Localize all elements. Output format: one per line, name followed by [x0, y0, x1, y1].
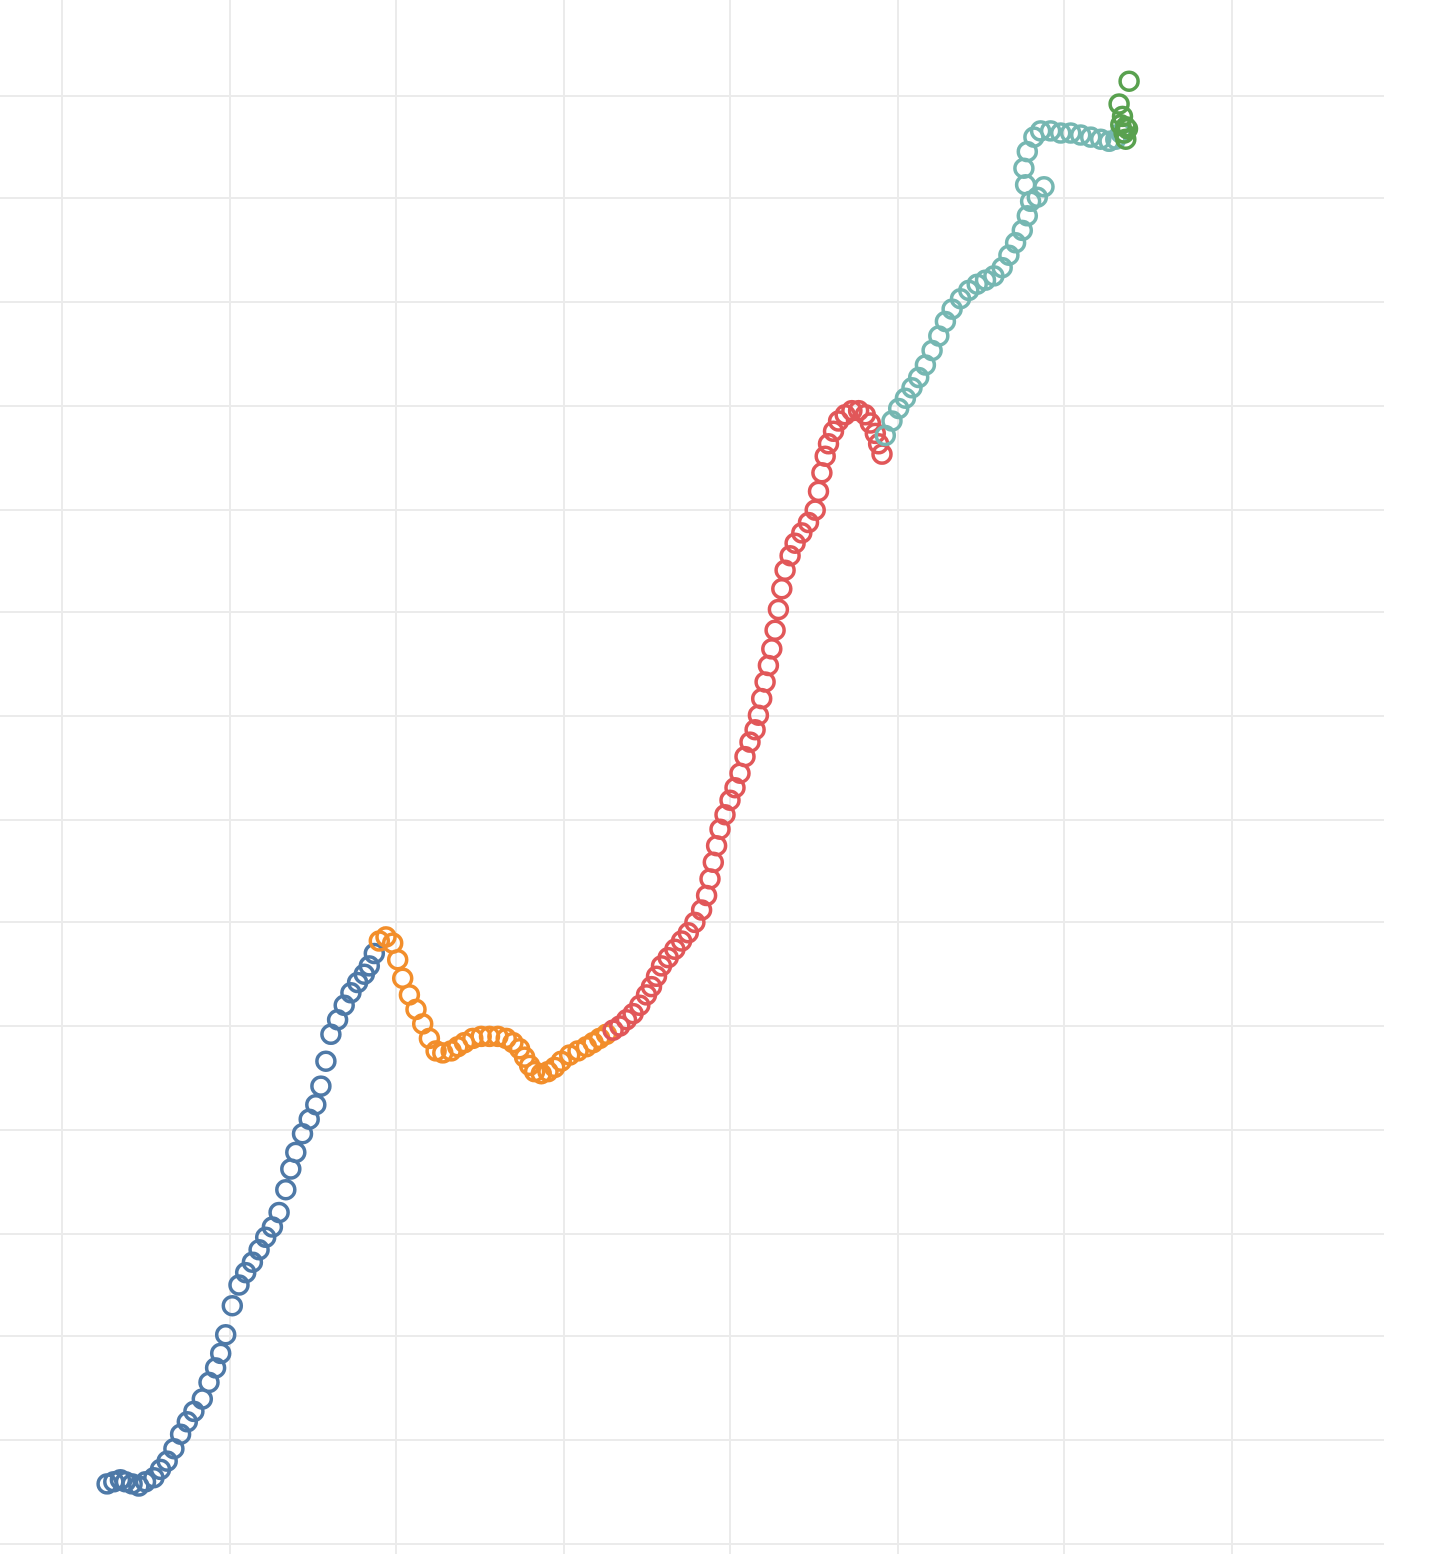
- data-point: [268, 1201, 290, 1224]
- data-point: [275, 1178, 297, 1201]
- data-point: [814, 445, 836, 467]
- data-point: [1059, 122, 1082, 144]
- data-point: [363, 942, 386, 965]
- data-point: [1118, 70, 1140, 92]
- data-points: [96, 70, 1140, 1497]
- series-4: [874, 120, 1132, 447]
- data-point: [305, 1093, 327, 1116]
- data-point: [744, 718, 766, 741]
- data-point: [761, 638, 783, 660]
- data-point: [214, 1323, 237, 1346]
- data-point: [764, 619, 786, 641]
- grid: [0, 0, 1384, 1554]
- data-point: [864, 422, 887, 445]
- data-point: [1049, 122, 1072, 144]
- data-point: [1033, 176, 1055, 198]
- data-point: [767, 598, 790, 621]
- data-point: [859, 412, 882, 434]
- series-1: [96, 942, 386, 1497]
- data-point: [1016, 205, 1039, 227]
- data-point: [375, 926, 397, 948]
- data-point: [1089, 128, 1112, 150]
- data-point: [221, 1294, 244, 1317]
- data-point: [1115, 128, 1137, 150]
- data-point: [358, 955, 381, 977]
- vertical-gridlines: [61, 0, 1233, 1554]
- series-2: [368, 926, 618, 1085]
- data-point: [807, 480, 830, 503]
- data-point: [640, 975, 663, 998]
- data-point: [386, 948, 409, 971]
- data-point: [543, 1056, 566, 1079]
- data-point: [822, 420, 845, 443]
- horizontal-gridlines: [0, 95, 1384, 1545]
- data-point: [1039, 120, 1062, 142]
- data-point: [609, 1015, 631, 1037]
- series-3: [602, 399, 893, 1041]
- data-point: [209, 1342, 232, 1365]
- data-point: [1029, 120, 1052, 142]
- data-point: [841, 399, 863, 422]
- data-point: [502, 1031, 524, 1054]
- data-point: [739, 731, 761, 753]
- data-point: [285, 1141, 307, 1164]
- data-point: [645, 965, 668, 988]
- data-point: [779, 544, 801, 567]
- data-point: [719, 789, 741, 811]
- data-point: [827, 410, 850, 432]
- series-5: [1108, 70, 1140, 150]
- data-point: [615, 1009, 638, 1031]
- data-point: [315, 1050, 337, 1072]
- data-point: [817, 433, 840, 455]
- data-point: [771, 578, 793, 600]
- data-point: [1069, 124, 1092, 146]
- data-point: [1108, 93, 1130, 115]
- data-point: [310, 1075, 332, 1097]
